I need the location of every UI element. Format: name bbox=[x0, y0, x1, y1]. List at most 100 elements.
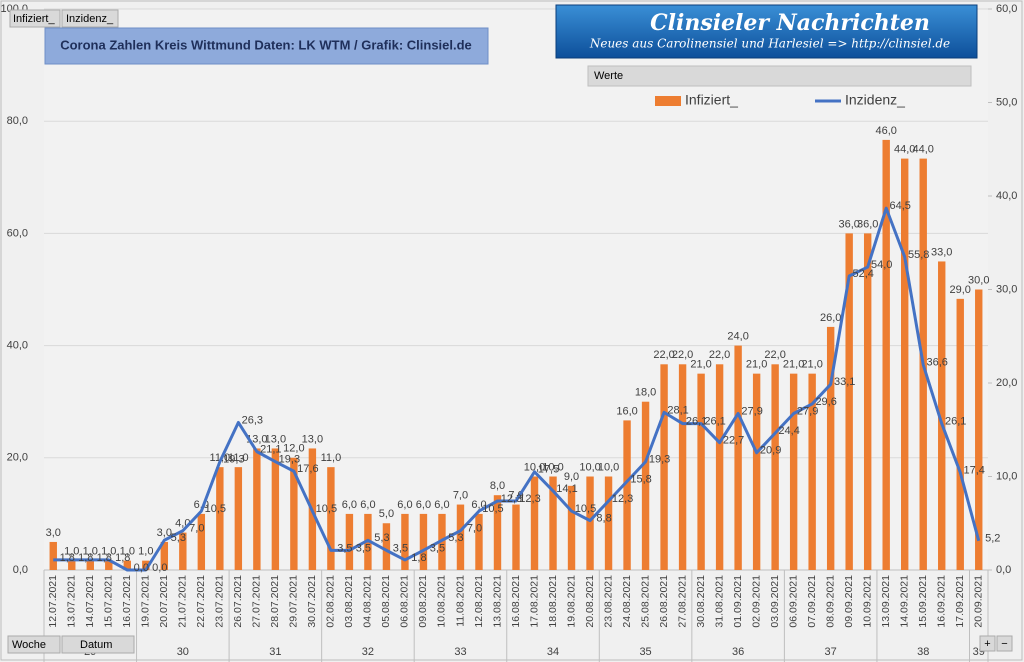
week-label: 36 bbox=[732, 646, 744, 658]
line-value-label: 27,9 bbox=[741, 405, 762, 417]
bar-value-label: 22,0 bbox=[672, 349, 693, 361]
y-tick-label: 0,0 bbox=[13, 564, 28, 576]
x-tick-label: 10.09.2021 bbox=[861, 575, 873, 628]
collapse-label[interactable]: − bbox=[1001, 638, 1007, 650]
y2-tick-label: 0,0 bbox=[996, 564, 1011, 576]
field-button[interactable] bbox=[61, 635, 135, 654]
expand-button[interactable] bbox=[979, 635, 996, 652]
bar-value-label: 11,0 bbox=[321, 452, 342, 464]
x-tick-label: 30.07.2021 bbox=[306, 575, 318, 628]
line-value-label: 1,8 bbox=[60, 552, 75, 564]
bar-value-label: 36,0 bbox=[857, 218, 878, 230]
bar bbox=[845, 233, 853, 570]
x-tick-label: 16.07.2021 bbox=[121, 575, 133, 628]
x-tick-label: 02.08.2021 bbox=[325, 575, 337, 628]
bar bbox=[660, 364, 668, 570]
line-value-label: 21,1 bbox=[260, 444, 281, 456]
bar-value-label: 11,0 bbox=[210, 452, 231, 464]
bar-value-label: 9,0 bbox=[564, 471, 579, 483]
values-header bbox=[587, 65, 972, 87]
x-tick-label: 20.08.2021 bbox=[584, 575, 596, 628]
x-tick-label: 12.08.2021 bbox=[473, 575, 485, 628]
bar bbox=[456, 504, 465, 570]
bar-value-label: 22,0 bbox=[764, 349, 785, 361]
line-value-label: 55,8 bbox=[908, 249, 929, 261]
line-value-label: 3,5 bbox=[356, 542, 371, 554]
x-tick-label: 22.07.2021 bbox=[195, 575, 207, 628]
week-label: 37 bbox=[825, 646, 837, 658]
x-tick-label: 31.08.2021 bbox=[713, 575, 725, 628]
field-button-label[interactable]: Inzidenz_ bbox=[66, 13, 114, 25]
line-value-label: 26,3 bbox=[242, 414, 263, 426]
bar-value-label: 6,0 bbox=[416, 499, 431, 511]
chart-title: Corona Zahlen Kreis Wittmund Daten: LK W… bbox=[60, 37, 472, 52]
line-value-label: 0,0 bbox=[152, 562, 167, 574]
field-button-label[interactable]: Infiziert_ bbox=[13, 13, 55, 25]
banner bbox=[555, 4, 978, 59]
bar bbox=[234, 467, 243, 570]
bar-value-label: 44,0 bbox=[913, 144, 934, 156]
line-value-label: 24,4 bbox=[778, 425, 799, 437]
field-button-label[interactable]: Woche bbox=[12, 639, 46, 651]
bar-value-label: 30,0 bbox=[968, 274, 989, 286]
bar bbox=[197, 513, 206, 570]
line-value-label: 5,3 bbox=[171, 532, 186, 544]
field-button-label[interactable]: Datum bbox=[80, 639, 112, 651]
bar bbox=[826, 326, 835, 570]
x-tick-label: 07.09.2021 bbox=[806, 575, 818, 628]
expand-label[interactable]: + bbox=[984, 638, 990, 650]
bar bbox=[419, 513, 428, 570]
x-tick-label: 17.08.2021 bbox=[528, 575, 540, 628]
field-button[interactable] bbox=[7, 635, 61, 654]
bar-value-label: 7,0 bbox=[453, 489, 468, 501]
line-value-label: 1,8 bbox=[411, 552, 426, 564]
line-value-label: 1,8 bbox=[97, 552, 112, 564]
bar-value-label: 10,0 bbox=[524, 461, 545, 473]
x-tick-label: 08.09.2021 bbox=[824, 575, 836, 628]
line-value-label: 5,3 bbox=[448, 532, 463, 544]
bar bbox=[327, 467, 335, 570]
line-value-label: 17,5 bbox=[538, 464, 559, 476]
line-value-label: 52,4 bbox=[852, 268, 873, 280]
x-tick-label: 30.08.2021 bbox=[695, 575, 707, 628]
line-value-label: 14,1 bbox=[556, 483, 577, 495]
line-value-label: 29,6 bbox=[815, 396, 836, 408]
field-button[interactable] bbox=[9, 9, 61, 28]
legend-swatch bbox=[655, 96, 681, 106]
line-value-label: 22,7 bbox=[723, 435, 744, 447]
line-value-label: 19,3 bbox=[649, 454, 670, 466]
week-label: 32 bbox=[362, 646, 374, 658]
x-tick-label: 19.08.2021 bbox=[565, 575, 577, 628]
bar bbox=[160, 541, 169, 570]
x-tick-label: 25.08.2021 bbox=[639, 575, 651, 628]
x-tick-label: 11.08.2021 bbox=[454, 575, 466, 627]
line-value-label: 8,8 bbox=[596, 513, 611, 525]
x-tick-label: 03.08.2021 bbox=[343, 575, 355, 628]
line-value-label: 33,1 bbox=[834, 376, 855, 388]
bar-value-label: 1,0 bbox=[138, 546, 153, 558]
bar-value-label: 6,0 bbox=[342, 499, 357, 511]
bar-value-label: 33,0 bbox=[931, 246, 952, 258]
field-button[interactable] bbox=[61, 9, 119, 28]
bar-value-label: 1,0 bbox=[120, 546, 135, 558]
bar bbox=[253, 448, 261, 570]
x-tick-label: 03.09.2021 bbox=[769, 575, 781, 628]
bar bbox=[512, 504, 520, 570]
x-tick-label: 13.07.2021 bbox=[66, 575, 78, 628]
banner-subtitle: Neues aus Carolinensiel und Harlesiel =>… bbox=[589, 37, 950, 51]
line-value-label: 27,9 bbox=[797, 405, 818, 417]
line-value-label: 26,1 bbox=[686, 415, 707, 427]
collapse-button[interactable] bbox=[996, 635, 1013, 652]
x-tick-label: 29.07.2021 bbox=[288, 575, 300, 628]
x-tick-label: 18.08.2021 bbox=[547, 575, 559, 628]
x-tick-label: 12.07.2021 bbox=[47, 575, 59, 628]
bar-value-label: 3,0 bbox=[46, 527, 61, 539]
x-tick-label: 15.09.2021 bbox=[917, 575, 929, 628]
line-value-label: 3,5 bbox=[393, 542, 408, 554]
line bbox=[53, 206, 981, 572]
y2-tick-label: 10,0 bbox=[996, 470, 1017, 482]
bar-value-label: 1,0 bbox=[83, 546, 98, 558]
bar-value-label: 6,0 bbox=[360, 499, 375, 511]
bar bbox=[493, 495, 502, 570]
